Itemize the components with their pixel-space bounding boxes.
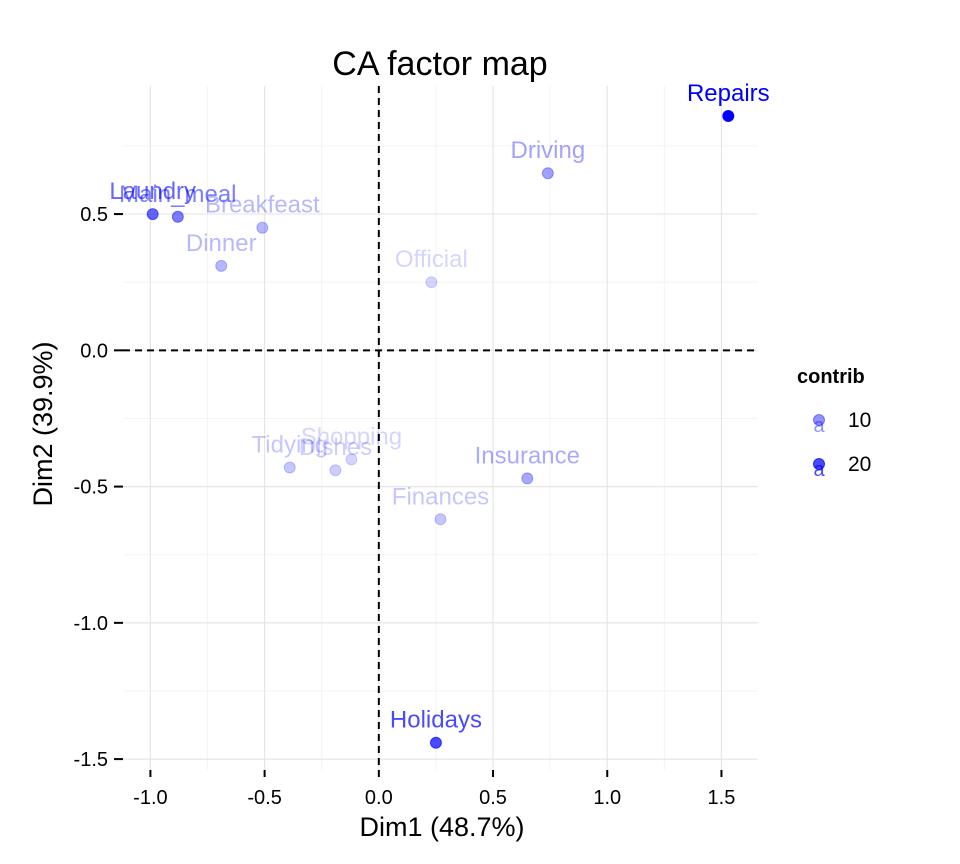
x-tick-label: -0.5 xyxy=(247,787,281,809)
x-tick-label: -1.0 xyxy=(133,787,167,809)
x-axis-ticks: -1.0 -0.5 0.0 0.5 1.0 1.5 xyxy=(133,770,735,809)
data-point xyxy=(722,109,735,122)
y-tick-label: 0.5 xyxy=(80,204,108,226)
data-point-label: Breakfeast xyxy=(205,192,320,219)
data-point xyxy=(329,464,342,477)
data-point-label: Tidying xyxy=(252,432,328,459)
data-point xyxy=(434,513,447,526)
data-point xyxy=(429,736,442,749)
legend-entry-label: 20 xyxy=(848,453,871,476)
legend-key-glyph: a xyxy=(813,459,825,481)
legend-key-point xyxy=(813,414,825,426)
grid-minor xyxy=(123,86,758,770)
data-point xyxy=(256,221,269,234)
y-tick-label: -0.5 xyxy=(74,477,108,499)
data-point-label: Dinner xyxy=(186,230,257,257)
legend-title: contrib xyxy=(797,366,865,388)
x-tick-label: 1.5 xyxy=(708,787,736,809)
data-point xyxy=(521,472,534,485)
data-point-label: Official xyxy=(395,246,468,273)
chart-title: CA factor map xyxy=(332,45,547,83)
y-axis-label: Dim2 (39.9%) xyxy=(28,341,58,506)
data-point-label: Laundry xyxy=(109,178,196,205)
data-point xyxy=(345,453,358,466)
legend: contrib a 10 a 20 xyxy=(797,366,871,481)
legend-entry-label: 10 xyxy=(848,409,871,432)
legend-entries: a 10 a 20 xyxy=(813,409,871,481)
x-tick-label: 0.5 xyxy=(479,787,507,809)
data-point xyxy=(541,167,554,180)
legend-key-glyph: a xyxy=(813,415,825,437)
legend-key-point xyxy=(813,458,825,470)
x-tick-label: 1.0 xyxy=(593,787,621,809)
data-point xyxy=(425,276,438,289)
data-point xyxy=(215,259,228,272)
x-tick-label: 0.0 xyxy=(365,787,393,809)
data-point-label: Shopping xyxy=(301,423,402,450)
data-point-label: Insurance xyxy=(475,442,580,469)
data-points xyxy=(146,109,735,749)
y-tick-label: -1.5 xyxy=(74,749,108,771)
data-point xyxy=(283,461,296,474)
data-point-label: Finances xyxy=(392,483,489,510)
data-point-label: Main_meal xyxy=(119,181,236,208)
data-point-label: Driving xyxy=(511,137,586,164)
data-point-label: Dishes xyxy=(299,434,372,461)
data-point xyxy=(146,208,159,221)
y-tick-label: 0.0 xyxy=(80,340,108,362)
data-point-label: Repairs xyxy=(687,80,770,107)
y-axis-ticks: -1.5 -1.0 -0.5 0.0 0.5 xyxy=(74,204,123,771)
y-tick-label: -1.0 xyxy=(74,613,108,635)
x-axis-label: Dim1 (48.7%) xyxy=(359,812,524,842)
data-point-label: Holidays xyxy=(390,707,482,734)
data-point-labels: LaundryMain_mealDinnerBreakfeastTidyingD… xyxy=(109,80,769,734)
data-point xyxy=(171,210,184,223)
